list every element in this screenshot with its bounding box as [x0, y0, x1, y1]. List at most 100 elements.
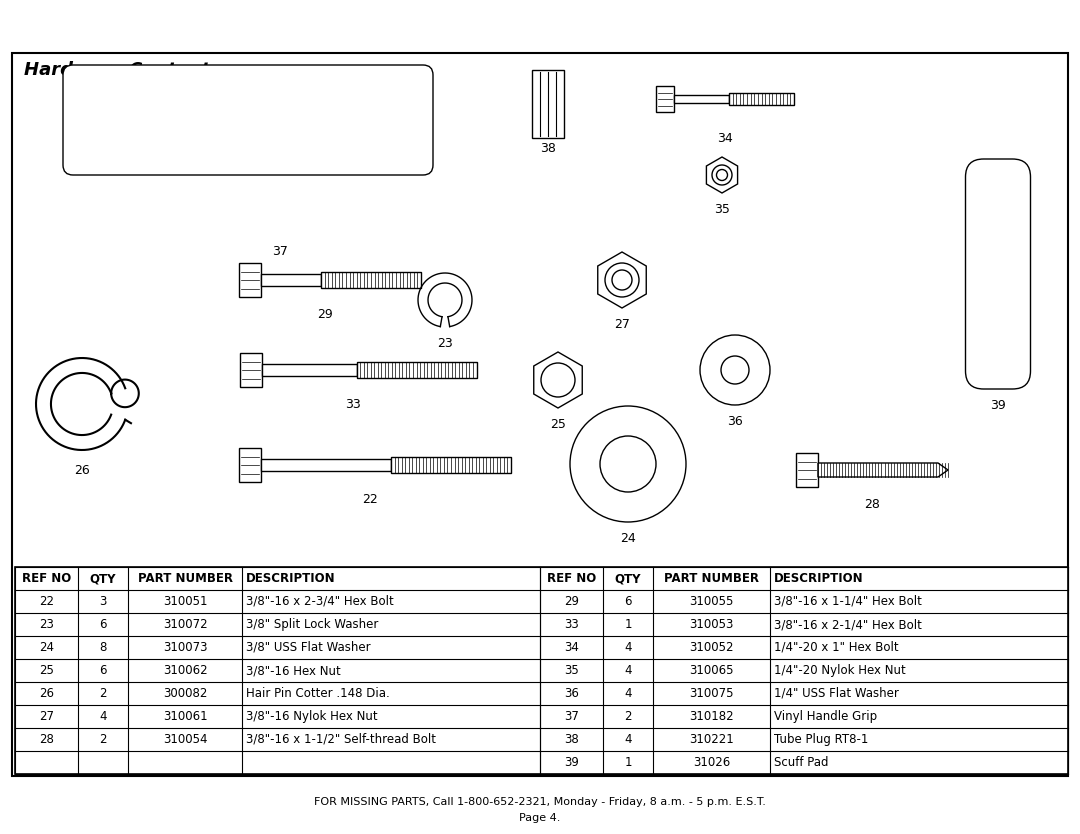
Text: REF NO: REF NO — [22, 572, 71, 585]
Text: PART NUMBER: PART NUMBER — [664, 572, 759, 585]
Text: 31026: 31026 — [693, 756, 730, 769]
Polygon shape — [534, 352, 582, 408]
Bar — [12, 53, 1068, 776]
Text: DESCRIPTION: DESCRIPTION — [246, 572, 336, 585]
Text: 310052: 310052 — [689, 641, 733, 654]
Text: 300082: 300082 — [163, 687, 207, 700]
Text: 36: 36 — [564, 687, 579, 700]
Polygon shape — [321, 272, 421, 288]
Bar — [532, 70, 564, 138]
Text: Scuff Pad: Scuff Pad — [774, 756, 828, 769]
FancyBboxPatch shape — [966, 159, 1030, 389]
Text: 28: 28 — [39, 733, 54, 746]
Text: 310062: 310062 — [163, 664, 207, 677]
Text: 35: 35 — [714, 203, 730, 216]
Text: 310055: 310055 — [689, 595, 733, 608]
Text: 34: 34 — [564, 641, 579, 654]
Text: FOR MISSING PARTS, Call 1-800-652-2321, Monday - Friday, 8 a.m. - 5 p.m. E.S.T.: FOR MISSING PARTS, Call 1-800-652-2321, … — [314, 797, 766, 807]
Text: 4: 4 — [99, 710, 107, 723]
Polygon shape — [796, 453, 818, 487]
Polygon shape — [706, 157, 738, 193]
Polygon shape — [261, 459, 391, 471]
Text: 3/8"-16 Hex Nut: 3/8"-16 Hex Nut — [246, 664, 341, 677]
Bar — [15, 567, 1068, 774]
Polygon shape — [391, 457, 511, 473]
Text: 310072: 310072 — [163, 618, 207, 631]
Text: 38: 38 — [564, 733, 579, 746]
Text: 25: 25 — [550, 418, 566, 431]
Text: 34: 34 — [717, 132, 733, 145]
Text: 6: 6 — [99, 618, 107, 631]
Text: 39: 39 — [564, 756, 579, 769]
Text: 24: 24 — [39, 641, 54, 654]
Polygon shape — [729, 93, 794, 105]
Text: 27: 27 — [615, 318, 630, 331]
Text: 2: 2 — [99, 687, 107, 700]
Text: 6: 6 — [624, 595, 632, 608]
Text: 26: 26 — [39, 687, 54, 700]
Text: 33: 33 — [564, 618, 579, 631]
Text: 38: 38 — [540, 142, 556, 155]
Text: 3/8" Split Lock Washer: 3/8" Split Lock Washer — [246, 618, 378, 631]
Text: Hair Pin Cotter .148 Dia.: Hair Pin Cotter .148 Dia. — [246, 687, 390, 700]
Circle shape — [712, 165, 732, 185]
Text: 310075: 310075 — [689, 687, 733, 700]
Text: 37: 37 — [272, 245, 288, 258]
Text: DESCRIPTION: DESCRIPTION — [774, 572, 864, 585]
Text: 6: 6 — [99, 664, 107, 677]
Circle shape — [700, 335, 770, 405]
Text: 3/8"-16 x 1-1/4" Hex Bolt: 3/8"-16 x 1-1/4" Hex Bolt — [774, 595, 922, 608]
Text: 3/8"-16 x 1-1/2" Self-thread Bolt: 3/8"-16 x 1-1/2" Self-thread Bolt — [246, 733, 436, 746]
Polygon shape — [239, 263, 261, 297]
Text: 4: 4 — [624, 687, 632, 700]
Polygon shape — [240, 353, 261, 387]
Text: REF NO: REF NO — [546, 572, 596, 585]
Polygon shape — [239, 448, 261, 482]
Text: QTY: QTY — [615, 572, 642, 585]
Polygon shape — [656, 86, 674, 112]
Text: Tube Plug RT8-1: Tube Plug RT8-1 — [774, 733, 868, 746]
Text: 22: 22 — [362, 493, 378, 506]
Text: 33: 33 — [346, 398, 361, 411]
Text: 3/8"-16 x 2-1/4" Hex Bolt: 3/8"-16 x 2-1/4" Hex Bolt — [774, 618, 922, 631]
Text: 3/8" USS Flat Washer: 3/8" USS Flat Washer — [246, 641, 370, 654]
Text: 35: 35 — [564, 664, 579, 677]
Polygon shape — [818, 463, 948, 477]
Text: 1: 1 — [624, 618, 632, 631]
Text: Hardware Contents: Hardware Contents — [24, 61, 220, 79]
Circle shape — [570, 406, 686, 522]
Text: 23: 23 — [437, 337, 453, 350]
Polygon shape — [261, 274, 321, 286]
Circle shape — [541, 363, 575, 397]
Text: 2: 2 — [99, 733, 107, 746]
Text: 29: 29 — [318, 308, 333, 321]
Text: 1: 1 — [624, 756, 632, 769]
Text: 1/4"-20 x 1" Hex Bolt: 1/4"-20 x 1" Hex Bolt — [774, 641, 899, 654]
Text: 4: 4 — [624, 733, 632, 746]
Text: 310051: 310051 — [163, 595, 207, 608]
Text: 8: 8 — [99, 641, 107, 654]
Text: 4: 4 — [624, 641, 632, 654]
Text: 27: 27 — [39, 710, 54, 723]
Text: 28: 28 — [864, 498, 880, 511]
Text: 3: 3 — [99, 595, 107, 608]
Text: Page 4.: Page 4. — [519, 813, 561, 823]
Circle shape — [721, 356, 750, 384]
Text: 4: 4 — [624, 664, 632, 677]
Polygon shape — [261, 364, 356, 376]
Text: 1/4" USS Flat Washer: 1/4" USS Flat Washer — [774, 687, 899, 700]
Text: Vinyl Handle Grip: Vinyl Handle Grip — [774, 710, 877, 723]
Text: 310065: 310065 — [689, 664, 733, 677]
Text: 310053: 310053 — [689, 618, 733, 631]
Text: 29: 29 — [564, 595, 579, 608]
Text: 310221: 310221 — [689, 733, 734, 746]
Text: 26: 26 — [75, 464, 90, 477]
Text: 310054: 310054 — [163, 733, 207, 746]
Text: 24: 24 — [620, 532, 636, 545]
Text: 3/8"-16 Nylok Hex Nut: 3/8"-16 Nylok Hex Nut — [246, 710, 378, 723]
Text: 310061: 310061 — [163, 710, 207, 723]
Text: 23: 23 — [39, 618, 54, 631]
Circle shape — [600, 436, 656, 492]
Text: 37: 37 — [564, 710, 579, 723]
Circle shape — [612, 270, 632, 290]
